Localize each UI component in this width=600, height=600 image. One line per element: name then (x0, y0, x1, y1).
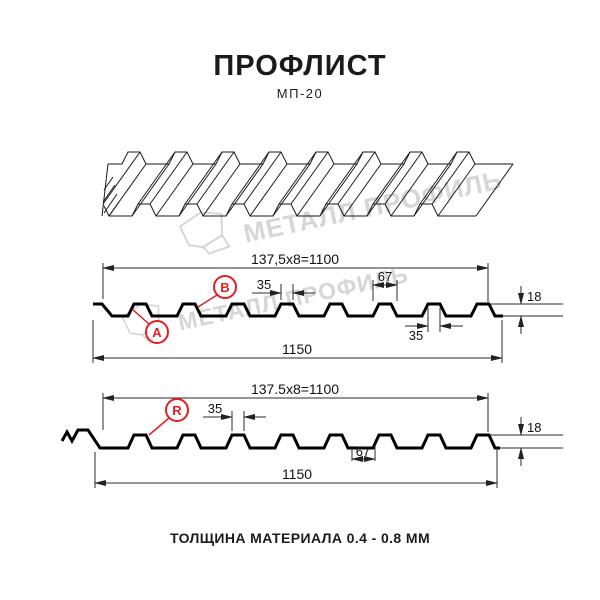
material-thickness-note: ТОЛЩИНА МАТЕРИАЛА 0.4 - 0.8 ММ (169, 530, 431, 546)
dim-rib-top-width-bottom-value: 35 (409, 328, 423, 343)
brand-logo-icon (179, 211, 231, 255)
profile-model-label: МП-20 (276, 86, 324, 101)
dim-pitch-top-value: 137,5x8=1100 (251, 251, 339, 267)
dim-overall-width: 1150 (94, 448, 498, 488)
dim-sheet-height: 18 (489, 417, 563, 466)
callout-side-r: R (148, 398, 189, 436)
cross-section-reverse: 137.5x8=1100 35 67 18 1150 (60, 381, 563, 488)
sheet-3d-view (101, 151, 514, 217)
dim-rib-top-width-bottom: 35 (405, 308, 463, 343)
dim-rib-top-width-value: 35 (257, 277, 271, 292)
callout-circle-b (213, 275, 237, 299)
dim-rib-base-width: 67 (372, 269, 398, 301)
dim-overall-width-value: 1150 (282, 466, 312, 482)
page-title: ПРОФЛИСТ (213, 50, 387, 82)
sheet-3d-outline (101, 151, 514, 217)
dim-pitch-top: 137,5x8=1100 (102, 251, 489, 302)
callout-label-b: B (220, 280, 229, 295)
callout-label-r: R (172, 403, 182, 418)
dim-rib-top-width: 35 (252, 277, 315, 300)
dim-rib-top-width-value: 35 (208, 401, 222, 416)
dim-rib-base-width-value: 67 (356, 444, 370, 459)
dim-rib-base-width: 67 (351, 444, 376, 462)
callout-side-a: A (131, 308, 169, 344)
dim-pitch-top-value: 137.5x8=1100 (251, 381, 339, 397)
dim-sheet-height: 18 (491, 286, 563, 334)
dim-rib-base-width-value: 67 (378, 269, 392, 284)
dim-sheet-height-value: 18 (527, 289, 541, 304)
dim-overall-width-value: 1150 (282, 341, 312, 357)
profile-outline-reverse (60, 428, 500, 450)
dim-rib-top-width: 35 (203, 401, 266, 431)
dim-pitch-top: 137.5x8=1100 (102, 381, 489, 432)
dim-sheet-height-value: 18 (527, 420, 541, 435)
callout-circle-a (145, 320, 169, 344)
callout-label-a: A (152, 325, 162, 340)
brand-watermark-1: МЕТАЛЛ ПРОФИЛЬ (174, 147, 505, 260)
cross-section-front: 137,5x8=1100 35 67 18 (92, 251, 563, 363)
callout-side-b: B (197, 275, 237, 308)
dim-overall-width: 1150 (92, 320, 503, 363)
callout-circle-r (165, 398, 189, 422)
profile-outline-front (93, 302, 503, 318)
